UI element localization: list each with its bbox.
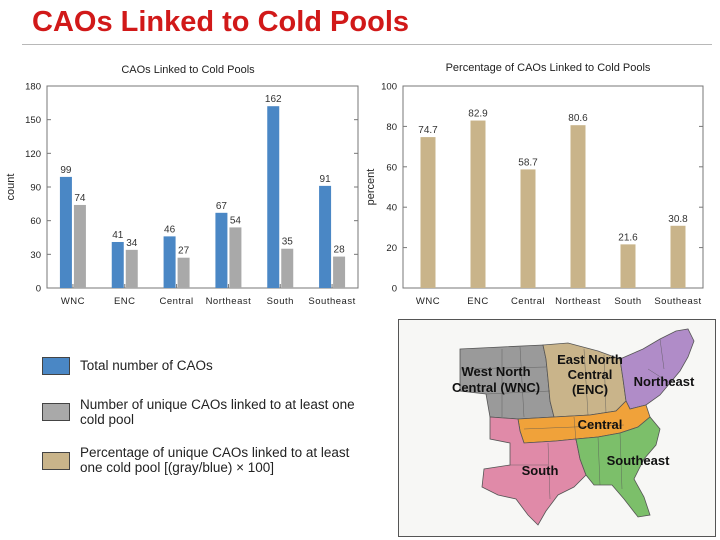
x-tick-label: Southeast [308,296,355,305]
x-tick-label: Central [511,296,545,305]
x-tick-label: WNC [61,296,85,305]
x-tick-label: Northeast [206,296,252,305]
y-tick-label: 60 [30,216,41,227]
bar [163,236,176,288]
map-label-south: South [522,463,559,478]
bar-value-label: 74 [74,193,86,204]
bar-value-label: 28 [334,245,346,256]
bar-value-label: 21.6 [618,232,638,243]
map-label-northeast: Northeast [634,374,695,389]
legend-swatch-total [42,357,70,375]
bar-value-label: 67 [216,201,228,212]
map-label-enc-line1: East North Central (ENC) [557,352,623,397]
bar-value-label: 58.7 [518,157,538,168]
bar-value-label: 80.6 [568,113,588,124]
bar [229,227,242,288]
bar-value-label: 99 [60,165,72,176]
x-tick-label: South [614,296,641,305]
page-title: CAOs Linked to Cold Pools [32,6,410,38]
bar-value-label: 46 [164,224,176,235]
bar [73,204,86,288]
bar-value-label: 35 [282,237,294,248]
bar [333,256,346,288]
state-borders [459,338,671,500]
percent-bar-chart: Percentage of CAOs Linked to Cold Pools 0… [365,62,704,305]
bar-value-label: 82.9 [468,109,488,120]
plot-frame [46,85,359,289]
us-regions-map: West North Central (WNC) East North Centra… [398,319,716,537]
x-tick-label: Northeast [555,296,601,305]
legend-label-unique: Number of unique CAOs linked to at least… [80,397,355,427]
y-tick-label: 40 [386,203,397,214]
bar [470,120,486,289]
legend-label-total: Total number of CAOs [80,358,213,373]
x-tick-label: Central [160,296,194,305]
y-tick-label: 150 [25,115,41,126]
y-tick-label: 0 [36,284,41,295]
bar [125,249,138,288]
y-tick-label: 100 [381,82,397,93]
bar [620,244,636,288]
bar [420,137,436,288]
y-tick-label: 120 [25,149,41,160]
bar [319,185,332,288]
legend-swatch-percentage [42,452,70,470]
x-tick-label: South [267,296,294,305]
x-tick-label: WNC [416,296,440,305]
y-tick-label: 20 [386,243,397,254]
chart-title: Percentage of CAOs Linked to Cold Pools [446,62,651,74]
y-axis-label: percent [365,169,377,206]
bar-value-label: 30.8 [668,214,688,225]
y-tick-label: 90 [30,183,41,194]
bar [59,176,72,288]
y-tick-label: 180 [25,82,41,93]
bar [111,241,124,288]
bar-value-label: 54 [230,215,242,226]
title-divider [22,44,712,45]
y-axis-label: count [5,174,17,201]
bar [520,169,536,288]
bar [570,125,586,288]
count-bar-chart: CAOs Linked to Cold Pools 0 30 60 90 120 150 18… [5,64,359,305]
bar-value-label: 74.7 [418,125,438,136]
map-label-wnc-line1: West North Central (WNC) [452,364,540,395]
bar-value-label: 91 [320,174,332,185]
bar [281,248,294,288]
y-tick-label: 30 [30,250,41,261]
bar-value-label: 41 [112,230,124,241]
x-tick-label: Southeast [654,296,701,305]
bar [215,212,228,288]
bar [670,225,686,288]
x-tick-label: ENC [114,296,136,305]
region-south [481,416,587,526]
bar-value-label: 34 [126,238,138,249]
map-label-southeast: Southeast [607,453,671,468]
bar [267,106,280,288]
y-tick-label: 60 [386,162,397,173]
y-tick-label: 0 [392,284,397,295]
bar-value-label: 162 [265,94,282,105]
y-tick-label: 80 [386,122,397,133]
map-label-central: Central [578,417,623,432]
bar-value-label: 27 [178,246,190,257]
bar [177,257,190,288]
plot-frame [402,85,704,289]
legend-swatch-unique [42,403,70,421]
legend-label-percentage: Percentage of unique CAOs linked to at l… [80,445,350,475]
chart-title: CAOs Linked to Cold Pools [121,64,255,76]
region-southeast [575,416,661,518]
x-tick-label: ENC [467,296,489,305]
